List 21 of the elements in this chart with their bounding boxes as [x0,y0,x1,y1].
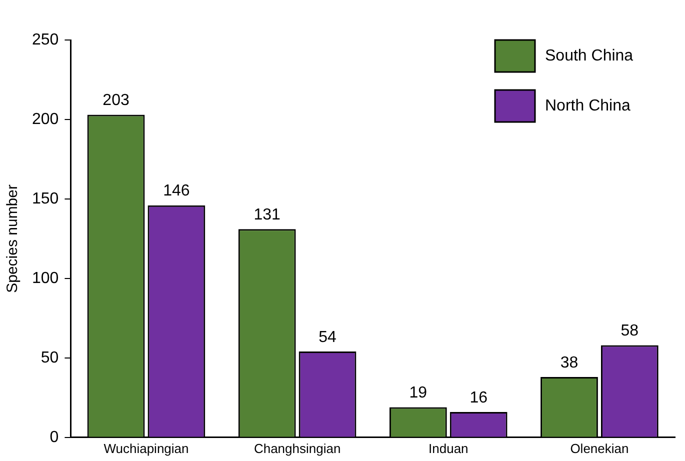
y-tick-label: 100 [32,270,59,287]
y-tick-label: 50 [40,349,59,366]
data-label: 58 [620,322,639,340]
data-label: 38 [560,354,578,372]
data-label: 131 [254,206,281,224]
data-label: 146 [163,182,190,200]
y-tick-label: 200 [32,110,59,128]
y-tick-label: 150 [32,190,59,208]
y-tick-label: 0 [50,428,59,446]
data-label: 16 [470,389,488,406]
legend-label: North China [545,97,630,114]
legend-label: South China [545,47,634,64]
data-label: 19 [409,384,428,402]
y-tick-label: 250 [32,31,59,48]
x-tick-label: Olenekian [570,440,629,456]
x-tick-label: Wuchiapingian [104,440,189,456]
x-tick-label: Changhsingian [254,440,341,456]
y-axis-title: Species number [4,184,22,293]
data-label: 203 [102,92,130,110]
data-label: 54 [318,328,337,346]
x-tick-label: Induan [428,440,468,456]
